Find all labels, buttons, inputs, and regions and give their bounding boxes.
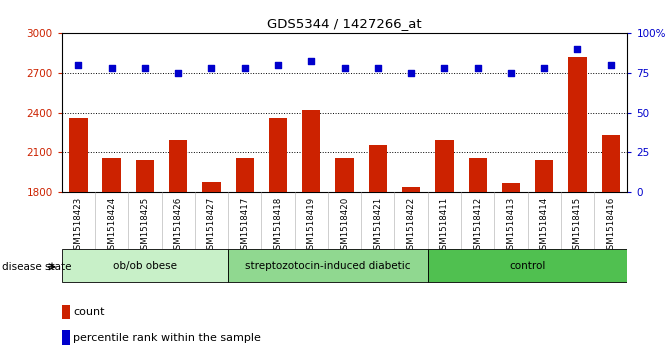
Bar [203, 182, 221, 192]
Bar [568, 57, 586, 192]
Point [240, 65, 250, 71]
Bar [535, 160, 554, 192]
Text: GSM1518418: GSM1518418 [274, 197, 282, 255]
Text: percentile rank within the sample: percentile rank within the sample [73, 333, 261, 343]
FancyBboxPatch shape [427, 249, 627, 282]
Bar [236, 158, 254, 192]
Text: GSM1518425: GSM1518425 [140, 197, 150, 255]
Text: GSM1518427: GSM1518427 [207, 197, 216, 255]
Point [406, 70, 417, 76]
Point [140, 65, 150, 71]
Text: GSM1518415: GSM1518415 [573, 197, 582, 255]
Text: ob/ob obese: ob/ob obese [113, 261, 177, 271]
Bar [336, 158, 354, 192]
Point [306, 58, 317, 64]
Bar [435, 140, 454, 192]
Text: GSM1518422: GSM1518422 [407, 197, 415, 255]
Text: GSM1518413: GSM1518413 [507, 197, 515, 255]
Point [206, 65, 217, 71]
Text: GSM1518412: GSM1518412 [473, 197, 482, 255]
Point [173, 70, 184, 76]
FancyBboxPatch shape [62, 249, 228, 282]
Point [439, 65, 450, 71]
Bar [602, 135, 620, 192]
Text: count: count [73, 307, 105, 317]
Point [73, 62, 84, 68]
Point [272, 62, 283, 68]
Bar [269, 118, 287, 192]
Point [339, 65, 350, 71]
FancyBboxPatch shape [228, 249, 427, 282]
Bar [169, 140, 187, 192]
Text: GSM1518419: GSM1518419 [307, 197, 316, 255]
Title: GDS5344 / 1427266_at: GDS5344 / 1427266_at [267, 17, 422, 30]
Text: disease state: disease state [2, 262, 72, 272]
Text: GSM1518424: GSM1518424 [107, 197, 116, 255]
Text: streptozotocin-induced diabetic: streptozotocin-induced diabetic [245, 261, 411, 271]
Bar [69, 118, 87, 192]
Text: GSM1518423: GSM1518423 [74, 197, 83, 255]
Point [372, 65, 383, 71]
Bar [402, 187, 420, 192]
Point [605, 62, 616, 68]
Point [572, 46, 583, 52]
Text: GSM1518416: GSM1518416 [606, 197, 615, 255]
Bar [302, 110, 321, 192]
Bar [502, 183, 520, 192]
Point [106, 65, 117, 71]
Point [539, 65, 550, 71]
Text: GSM1518421: GSM1518421 [373, 197, 382, 255]
Bar [103, 158, 121, 192]
Point [472, 65, 483, 71]
Text: GSM1518426: GSM1518426 [174, 197, 183, 255]
Text: control: control [509, 261, 546, 271]
Text: GSM1518420: GSM1518420 [340, 197, 349, 255]
Bar [468, 158, 486, 192]
Text: GSM1518414: GSM1518414 [539, 197, 549, 255]
Point [505, 70, 516, 76]
Text: GSM1518411: GSM1518411 [440, 197, 449, 255]
Bar [368, 145, 387, 192]
Text: GSM1518417: GSM1518417 [240, 197, 249, 255]
Bar [136, 160, 154, 192]
